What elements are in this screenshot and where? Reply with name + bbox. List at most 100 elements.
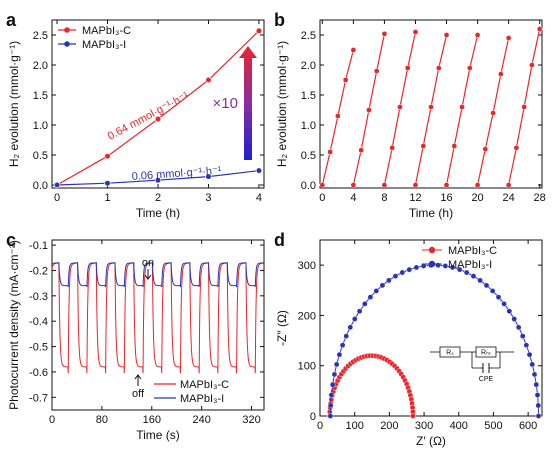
- x-tick-label: 4: [350, 192, 356, 204]
- legend: MAPbI₃-C MAPbI₃-I: [422, 245, 497, 271]
- x-tick-label: 600: [519, 420, 537, 432]
- data-point: [463, 269, 470, 276]
- panel-b: 0 4 8 12 16 20 24 28 0.0 0.5 1.0 1.5 2.0 2.5 Time (h) H…: [274, 10, 546, 220]
- data-point: [399, 269, 406, 276]
- data-point: [255, 27, 263, 34]
- data-point: [490, 110, 496, 116]
- data-point: [351, 316, 358, 322]
- y-tick-label: -0.1: [29, 240, 48, 252]
- data-point: [104, 153, 111, 160]
- y-tick-label: 1.0: [33, 120, 48, 132]
- panel-c: 0 80 160 240 320 -0.1 -0.2 -0.3 -0.4 -0.5 -0.6 -0.7…: [6, 230, 265, 442]
- panel-d: 0 100 200 300 400 500 600 0 100 200 300 Z′ (Ω) -Z″ (…: [274, 230, 543, 448]
- data-point: [413, 264, 420, 271]
- panel-a: 0 1 2 3 4 0.0 0.5 1.0 1.5 2.0 2.5 Time (h) H₂ evolut…: [6, 10, 265, 220]
- data-point: [327, 413, 334, 419]
- data-point: [328, 392, 335, 398]
- data-point: [327, 402, 334, 409]
- data-point: [397, 104, 403, 110]
- data-point: [515, 324, 522, 331]
- series-mapbi3-i: [327, 262, 542, 419]
- legend-entry: MAPbI₃-C: [448, 245, 497, 257]
- data-point: [443, 182, 450, 188]
- series-mapbi3-i: [51, 262, 265, 288]
- data-point: [435, 262, 441, 269]
- data-point: [342, 77, 349, 83]
- fit-line: [329, 355, 414, 417]
- data-point: [373, 288, 380, 294]
- y-axis-label: Photocurrent density (mA·cm⁻²): [7, 240, 21, 410]
- plot-frame: [319, 239, 543, 417]
- y-tick-label: 0.5: [33, 150, 48, 162]
- panel-label: b: [274, 10, 285, 30]
- data-point: [470, 273, 477, 279]
- data-point: [442, 263, 449, 269]
- data-point: [350, 182, 357, 188]
- y-tick-label: -0.2: [29, 265, 48, 277]
- legend-marker: [428, 260, 436, 268]
- resistor-rct-label: Rₕₜ: [481, 350, 491, 357]
- x-tick-label: 0: [319, 192, 325, 204]
- plot-frame: [319, 19, 543, 189]
- legend-marker: [64, 27, 70, 33]
- data-point: [343, 333, 350, 339]
- data-point: [483, 282, 490, 289]
- x-tick-label: 12: [409, 192, 421, 204]
- x-axis-label: Time (h): [136, 206, 180, 220]
- data-point: [535, 413, 542, 419]
- data-point: [505, 182, 512, 188]
- data-point: [404, 65, 411, 71]
- data-point: [536, 26, 543, 32]
- data-point: [535, 402, 542, 409]
- y-tick-label: 1.0: [301, 120, 316, 132]
- x-tick-label: 300: [415, 420, 433, 432]
- x-tick-label: 80: [96, 414, 108, 426]
- y-tick-label: -0.3: [29, 291, 48, 303]
- plot-frame: [51, 239, 265, 411]
- legend-entry: MAPbI₃-I: [180, 393, 224, 405]
- y-tick-label: 0.5: [301, 150, 316, 162]
- x-tick-label: 0: [54, 192, 60, 204]
- series-mapbi3-c: [326, 352, 416, 419]
- y-tick-label: 0.0: [301, 180, 316, 192]
- series-cycles: [319, 26, 543, 188]
- data-point: [339, 342, 346, 348]
- data-point: [329, 381, 336, 388]
- data-point: [53, 181, 61, 189]
- data-point: [356, 308, 363, 315]
- x-axis-label: Time (s): [136, 428, 180, 442]
- y-tick-label: -0.7: [29, 392, 48, 404]
- data-point: [501, 301, 507, 307]
- x-tick-label: 1: [104, 192, 110, 204]
- x-tick-label: 0: [49, 414, 55, 426]
- data-point: [412, 29, 419, 35]
- data-point: [347, 324, 354, 331]
- panel-label: a: [6, 10, 17, 30]
- cycle-line: [445, 34, 479, 186]
- data-point: [482, 146, 489, 152]
- series-mapbi3-i: [53, 167, 263, 189]
- x-tick-label: 20: [471, 192, 483, 204]
- data-point: [335, 113, 341, 119]
- data-point: [459, 104, 465, 110]
- y-tick-label: 2.0: [301, 60, 316, 72]
- rate-annotation-i: 0.06 mmol·g⁻¹·h⁻¹: [131, 165, 222, 183]
- y-tick-label: 2.0: [33, 60, 48, 72]
- data-point: [350, 47, 357, 53]
- rate-annotation-c: 0.64 mmol·g⁻¹·h⁻¹: [106, 90, 191, 143]
- y-tick-label: -0.5: [29, 342, 48, 354]
- data-point: [255, 167, 263, 174]
- x-tick-label: 200: [380, 420, 398, 432]
- legend-entry: MAPbI₃-C: [82, 25, 131, 37]
- data-point: [358, 147, 364, 154]
- data-point: [466, 65, 473, 71]
- y-tick-label: -0.4: [29, 316, 48, 328]
- off-annotation: off: [132, 388, 145, 400]
- y-tick-label: 0: [310, 411, 316, 423]
- on-annotation: on: [142, 257, 154, 269]
- series-line: [51, 262, 265, 374]
- x-tick-label: 0: [317, 420, 323, 432]
- y-axis-label: H₂ evolution (mmol·g⁻¹): [7, 41, 21, 167]
- y-tick-label: 300: [298, 260, 316, 272]
